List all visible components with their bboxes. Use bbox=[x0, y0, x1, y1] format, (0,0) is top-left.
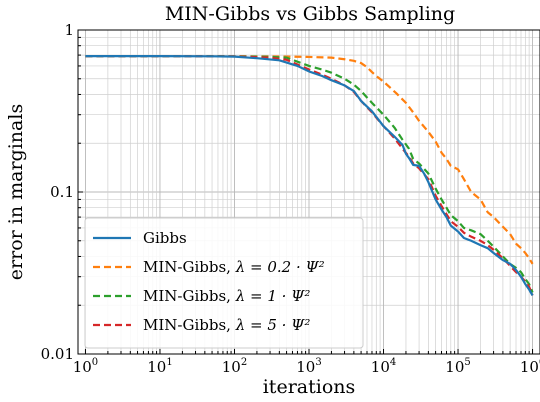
legend-label: MIN-Gibbs, λ = 1 · Ψ² bbox=[143, 287, 310, 305]
x-axis-label: iterations bbox=[263, 376, 356, 398]
legend: Gibbs MIN-Gibbs, λ = 0.2 · Ψ² MIN-Gibbs, λ… bbox=[84, 217, 364, 349]
y-tick-label: 0.1 bbox=[50, 183, 74, 201]
series-line bbox=[85, 55, 534, 296]
legend-label: MIN-Gibbs, λ = 5 · Ψ² bbox=[143, 316, 310, 334]
legend-label: Gibbs bbox=[143, 229, 187, 247]
legend-box bbox=[84, 217, 364, 349]
x-tick-label: 101 bbox=[147, 357, 172, 376]
y-axis-label: error in marginals bbox=[5, 104, 27, 280]
series-line bbox=[85, 55, 534, 293]
legend-label: MIN-Gibbs, λ = 0.2 · Ψ² bbox=[143, 258, 325, 276]
y-tick-label: 1 bbox=[64, 21, 74, 39]
x-tick-label: 102 bbox=[222, 357, 247, 376]
y-tick-labels: 0.01 0.1 1 bbox=[41, 21, 74, 363]
axis-ticks bbox=[78, 29, 534, 355]
series-line bbox=[85, 55, 534, 265]
x-tick-label: 104 bbox=[371, 357, 396, 376]
x-tick-label: 100 bbox=[73, 357, 98, 376]
x-tick-label: 103 bbox=[296, 357, 321, 376]
x-tick-label: 105 bbox=[445, 357, 470, 376]
series-line bbox=[85, 55, 534, 296]
x-tick-label: 106 bbox=[520, 357, 540, 376]
y-tick-label: 0.01 bbox=[41, 345, 74, 363]
chart-title: MIN-Gibbs vs Gibbs Sampling bbox=[165, 3, 455, 25]
x-tick-labels: 100 101 102 103 104 105 106 bbox=[73, 357, 540, 376]
series-group bbox=[85, 55, 534, 296]
